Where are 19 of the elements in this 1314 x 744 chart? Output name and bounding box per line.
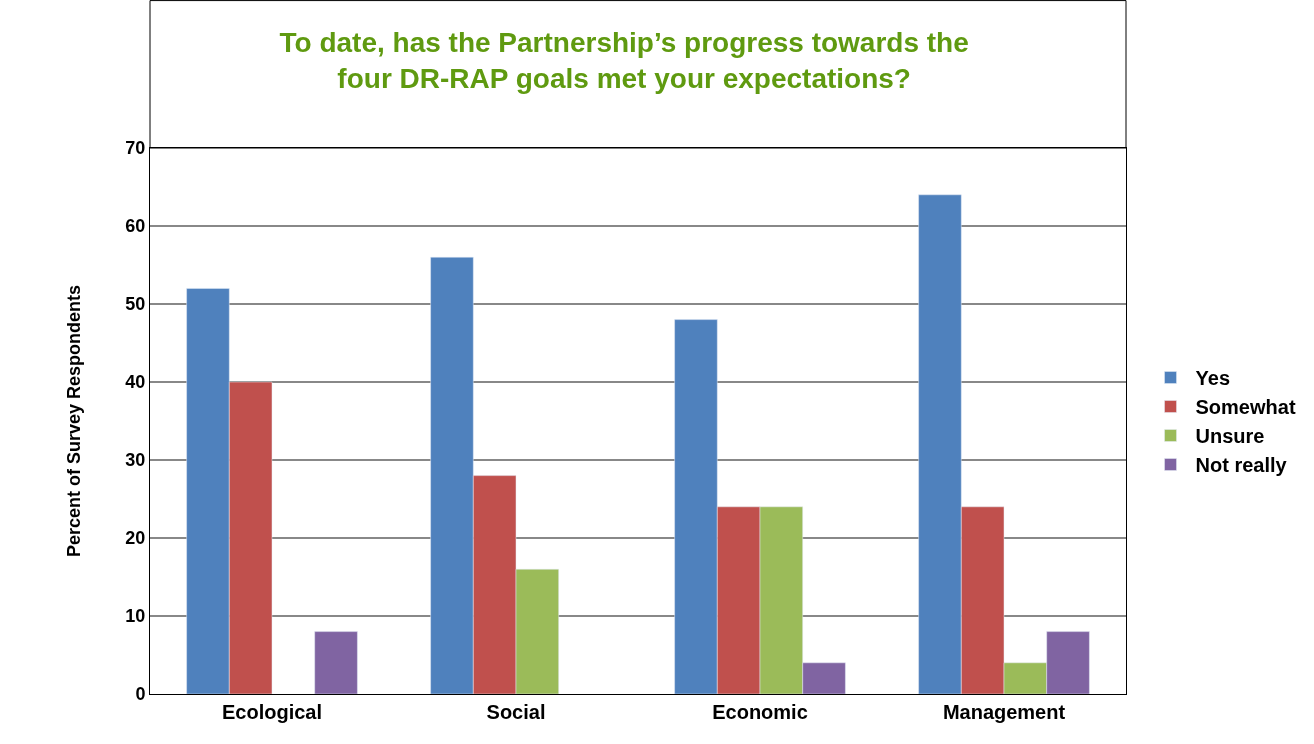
y-axis-title: Percent of Survey Respondents	[63, 284, 84, 558]
y-tick-label: 10	[125, 606, 146, 627]
y-tick-label: 40	[125, 372, 146, 393]
legend-label: Not really	[1195, 454, 1288, 477]
y-tick-label: 20	[125, 528, 146, 549]
y-tick-label: 0	[135, 684, 146, 705]
chart-title: To date, has the Partnership’s progress towards the four DR-RAP goals met your expectations?	[279, 27, 969, 95]
legend-label: Yes	[1195, 367, 1230, 390]
x-tick-label: Ecological	[221, 701, 323, 723]
legend-label: Somewhat	[1195, 396, 1296, 419]
legend-label: Unsure	[1195, 425, 1265, 448]
bar	[314, 631, 358, 694]
x-tick-label: Economic	[712, 701, 808, 723]
y-tick-label: 50	[125, 294, 146, 315]
y-tick-label: 30	[125, 450, 146, 471]
x-tick-label: Management	[942, 701, 1066, 723]
x-tick-label: Social	[486, 701, 546, 723]
y-tick-label: 60	[125, 216, 146, 237]
y-tick-label: 70	[125, 138, 146, 159]
